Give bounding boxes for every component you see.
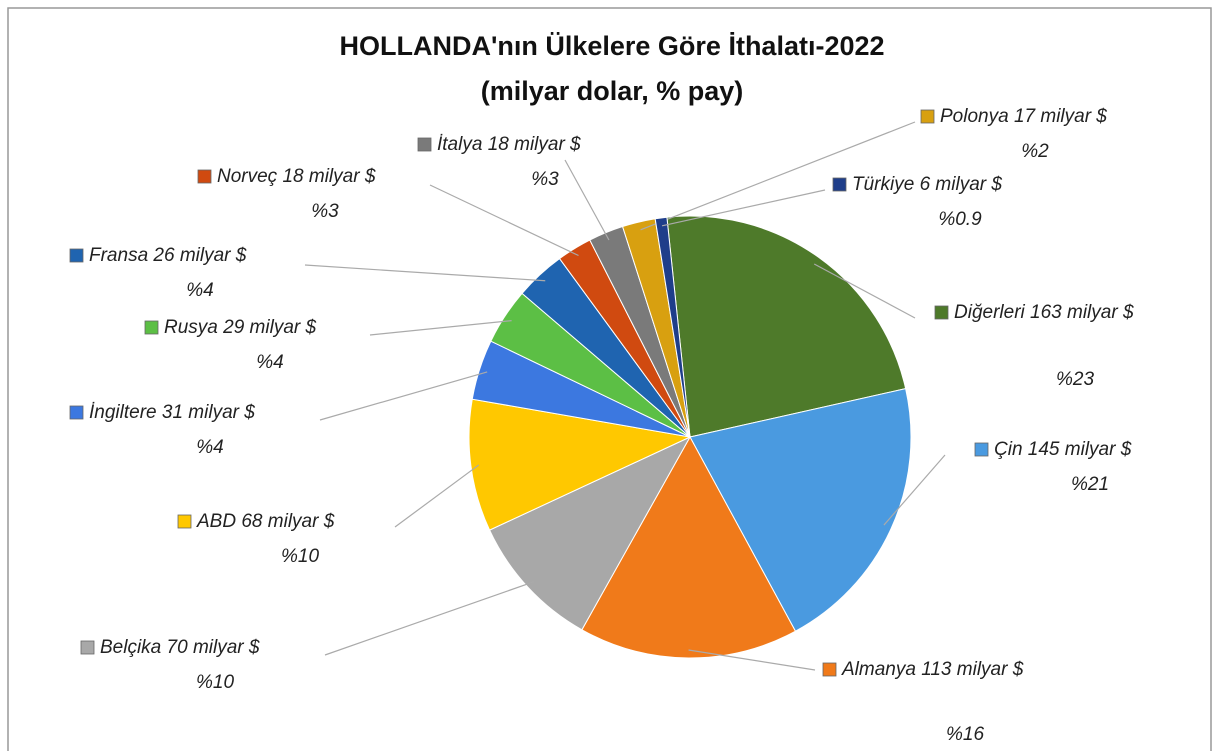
leader-line [813, 263, 916, 319]
leader-line [661, 189, 826, 227]
share-label: %3 [311, 201, 339, 222]
category-name: Belçika [100, 637, 161, 658]
category-name: Çin [994, 439, 1023, 460]
value-label: 113 milyar $ [921, 659, 1024, 680]
share-label: %4 [256, 352, 283, 373]
data-label: Rusya 29 milyar $ [164, 317, 316, 338]
share-label: %10 [196, 672, 234, 693]
share-label: %0.9 [938, 209, 982, 230]
value-label: 145 milyar $ [1028, 439, 1132, 460]
leader-line [319, 371, 488, 421]
legend-marker [144, 320, 159, 335]
leader-line [304, 264, 546, 282]
category-name: İtalya [437, 134, 482, 155]
category-name: Polonya [940, 106, 1009, 127]
legend-marker [177, 514, 192, 529]
legend-marker [69, 248, 84, 263]
data-label: Çin 145 milyar $ [994, 439, 1132, 460]
legend-marker [934, 305, 949, 320]
share-label: %4 [196, 437, 223, 458]
data-label: Diğerleri 163 milyar $ [954, 302, 1134, 323]
legend-marker [920, 109, 935, 124]
share-label: %4 [186, 280, 213, 301]
category-name: Rusya [164, 317, 218, 338]
leader-line [883, 454, 946, 526]
category-name: Almanya [841, 659, 916, 680]
value-label: 26 milyar $ [152, 245, 246, 266]
pie-slice [488, 435, 692, 631]
value-label: 18 milyar $ [488, 134, 581, 155]
legend-marker [822, 662, 837, 677]
data-label: Belçika 70 milyar $ [100, 637, 260, 658]
value-label: 29 milyar $ [222, 317, 316, 338]
data-label: Norveç 18 milyar $ [217, 166, 376, 187]
share-label: %16 [946, 724, 984, 745]
leader-line [394, 464, 480, 528]
share-label: %3 [531, 169, 559, 190]
data-label: Fransa 26 milyar $ [89, 245, 247, 266]
legend-marker [974, 442, 989, 457]
data-label: Almanya 113 milyar $ [841, 659, 1024, 680]
category-name: Türkiye [852, 174, 914, 195]
legend-marker [832, 177, 847, 192]
share-label: %10 [281, 546, 319, 567]
category-name: Diğerleri [954, 302, 1026, 323]
legend-marker [69, 405, 84, 420]
category-name: ABD [196, 511, 236, 532]
leader-line [324, 581, 534, 656]
leader-line [564, 159, 610, 241]
data-label: ABD 68 milyar $ [196, 511, 335, 532]
value-label: 6 milyar $ [920, 174, 1003, 195]
leader-line [369, 320, 512, 336]
pie-slice [468, 398, 692, 531]
pie-slice [689, 388, 912, 632]
data-label: Türkiye 6 milyar $ [852, 174, 1002, 195]
leader-line [429, 184, 579, 257]
share-label: %23 [1056, 369, 1094, 390]
leader-line [688, 649, 816, 671]
category-name: Norveç [217, 166, 278, 187]
value-label: 163 milyar $ [1030, 302, 1134, 323]
leader-line [640, 121, 916, 231]
chart-title: HOLLANDA'nın Ülkelere Göre İthalatı-2022 [339, 31, 884, 61]
value-label: 70 milyar $ [167, 637, 260, 658]
chart-subtitle: (milyar dolar, % pay) [481, 76, 744, 106]
legend-marker [197, 169, 212, 184]
value-label: 17 milyar $ [1014, 106, 1107, 127]
share-label: %2 [1021, 141, 1049, 162]
legend-marker [417, 137, 432, 152]
data-label: İtalya 18 milyar $ [437, 134, 581, 155]
data-label: Polonya 17 milyar $ [940, 106, 1107, 127]
category-name: İngiltere [89, 402, 157, 423]
category-name: Fransa [89, 245, 148, 266]
value-label: 18 milyar $ [282, 166, 375, 187]
value-label: 68 milyar $ [241, 511, 334, 532]
pie-slice [581, 435, 797, 659]
value-label: 31 milyar $ [162, 402, 255, 423]
legend-marker [80, 640, 95, 655]
pie-slice [654, 216, 691, 438]
share-label: %21 [1071, 474, 1109, 495]
data-label: İngiltere 31 milyar $ [89, 402, 255, 423]
